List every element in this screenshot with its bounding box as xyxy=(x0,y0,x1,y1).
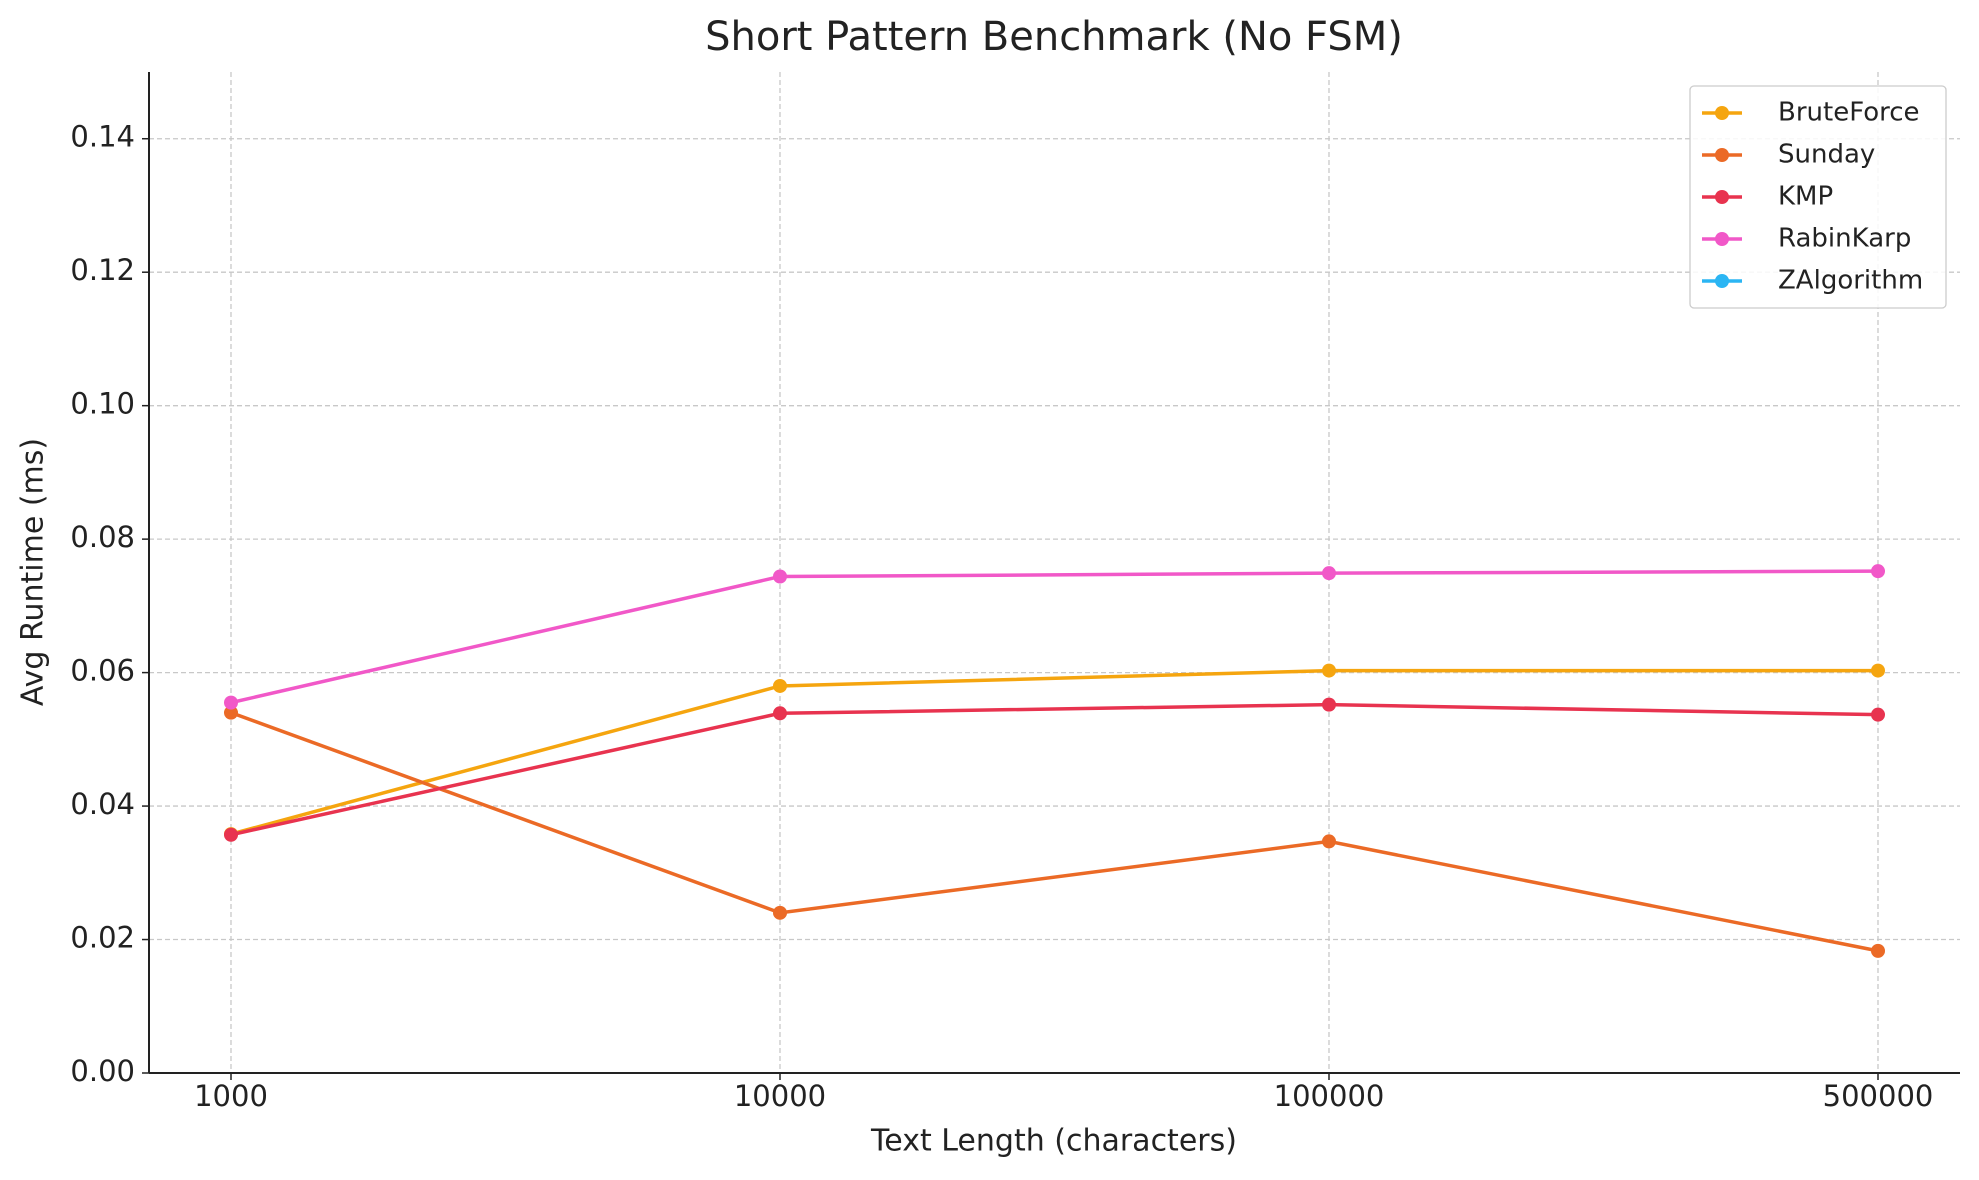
y-tick-label: 0.08 xyxy=(70,520,135,554)
data-point xyxy=(224,695,238,710)
legend-label: KMP xyxy=(1778,182,1833,212)
data-point xyxy=(224,827,238,842)
legend-marker xyxy=(1715,232,1729,246)
legend-marker xyxy=(1715,190,1729,204)
data-point xyxy=(1322,566,1336,581)
series-line xyxy=(230,702,1879,837)
chart-title: Short Pattern Benchmark (No FSM) xyxy=(705,14,1403,60)
y-tick-label: 0.10 xyxy=(70,387,135,421)
legend-marker xyxy=(1715,148,1729,162)
series-line xyxy=(230,569,1879,705)
data-point xyxy=(1322,697,1336,712)
data-point xyxy=(1322,663,1336,678)
data-point xyxy=(773,905,787,920)
x-tick-label: 500000 xyxy=(1823,1079,1934,1113)
legend-box xyxy=(1689,85,1947,309)
legend-marker xyxy=(1715,106,1729,120)
data-point xyxy=(773,706,787,721)
series-line xyxy=(230,668,1878,836)
x-tick-label: 1000 xyxy=(194,1079,268,1113)
data-point xyxy=(1871,707,1885,722)
y-tick-label: 0.00 xyxy=(70,1054,135,1088)
x-tick-label: 10000 xyxy=(734,1079,826,1113)
legend-label: BruteForce xyxy=(1778,98,1920,128)
legend-label: Sunday xyxy=(1778,140,1875,170)
data-point xyxy=(773,678,787,693)
y-axis-label: Avg Runtime (ms) xyxy=(16,438,51,706)
legend-label: ZAlgorithm xyxy=(1778,266,1923,296)
series-line xyxy=(230,710,1879,953)
y-tick-label: 0.12 xyxy=(70,253,135,287)
data-point xyxy=(1871,564,1885,579)
legend-label: RabinKarp xyxy=(1778,224,1911,254)
data-point xyxy=(224,705,238,720)
x-axis-label: Text Length (characters) xyxy=(870,1124,1237,1159)
y-tick-label: 0.02 xyxy=(70,921,135,955)
y-tick-label: 0.06 xyxy=(70,654,135,688)
y-tick-label: 0.04 xyxy=(70,787,135,821)
data-point xyxy=(1322,834,1336,849)
data-point xyxy=(1871,663,1885,678)
y-tick-label: 0.14 xyxy=(70,120,135,154)
data-point xyxy=(773,569,787,584)
data-point xyxy=(1871,943,1885,958)
x-tick-label: 100000 xyxy=(1274,1079,1385,1113)
legend-marker xyxy=(1715,274,1729,288)
